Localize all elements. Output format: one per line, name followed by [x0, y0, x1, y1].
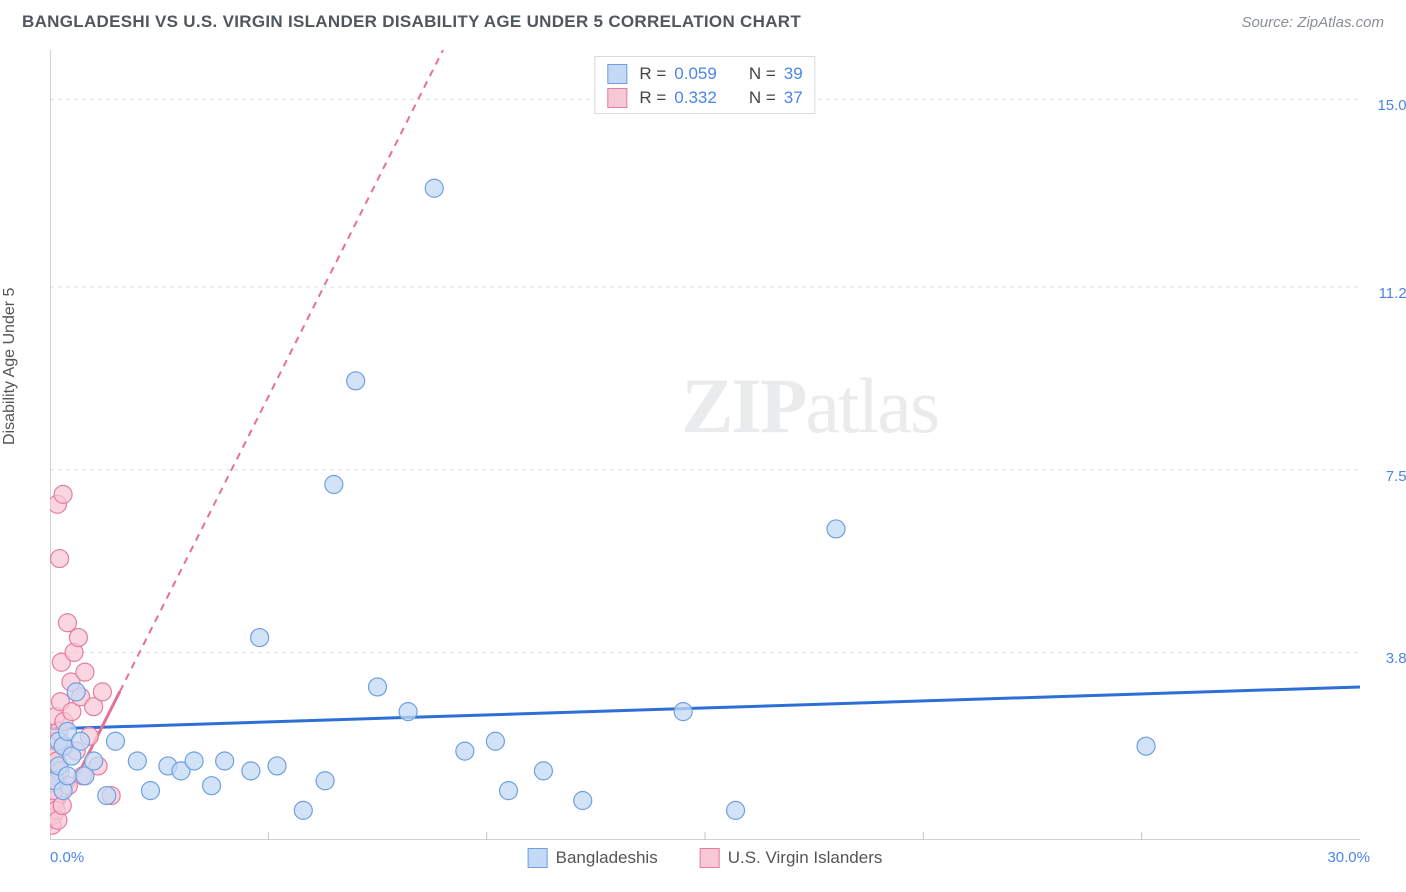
scatter-plot: [50, 50, 1360, 840]
chart-area: Disability Age Under 5 ZIPatlas R = 0.05…: [50, 50, 1360, 840]
x-tick-max: 30.0%: [1327, 849, 1370, 866]
chart-source: Source: ZipAtlas.com: [1241, 14, 1384, 31]
y-tick: 7.5%: [1386, 468, 1406, 485]
series-legend: Bangladeshis U.S. Virgin Islanders: [528, 848, 883, 868]
swatch-icon: [607, 64, 627, 84]
chart-title: BANGLADESHI VS U.S. VIRGIN ISLANDER DISA…: [22, 12, 801, 32]
y-tick: 11.2%: [1379, 285, 1406, 302]
legend-item-1: U.S. Virgin Islanders: [700, 848, 883, 868]
corr-row-0: R = 0.059 N = 39: [603, 62, 806, 86]
legend-item-0: Bangladeshis: [528, 848, 658, 868]
corr-row-1: R = 0.332 N = 37: [603, 86, 806, 110]
chart-header: BANGLADESHI VS U.S. VIRGIN ISLANDER DISA…: [0, 0, 1406, 38]
correlation-legend: R = 0.059 N = 39 R = 0.332 N = 37: [594, 56, 815, 114]
y-axis-label: Disability Age Under 5: [1, 288, 19, 445]
swatch-icon: [700, 848, 720, 868]
y-tick: 3.8%: [1386, 650, 1406, 667]
swatch-icon: [528, 848, 548, 868]
x-tick-min: 0.0%: [50, 849, 84, 866]
y-tick: 15.0%: [1377, 97, 1406, 114]
swatch-icon: [607, 88, 627, 108]
